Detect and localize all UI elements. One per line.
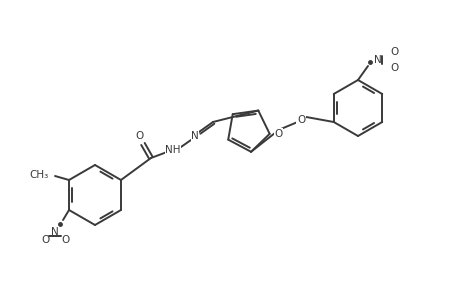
Text: O: O [274,129,282,139]
Text: O: O [135,131,144,141]
Text: O: O [389,63,397,73]
Text: NH: NH [165,145,180,155]
Text: O: O [297,115,304,125]
Text: O: O [389,47,397,57]
Text: N: N [51,227,59,237]
Text: O: O [61,235,69,245]
Text: O: O [41,235,49,245]
Text: N: N [373,55,381,65]
Text: CH₃: CH₃ [30,170,49,180]
Text: N: N [190,131,198,141]
